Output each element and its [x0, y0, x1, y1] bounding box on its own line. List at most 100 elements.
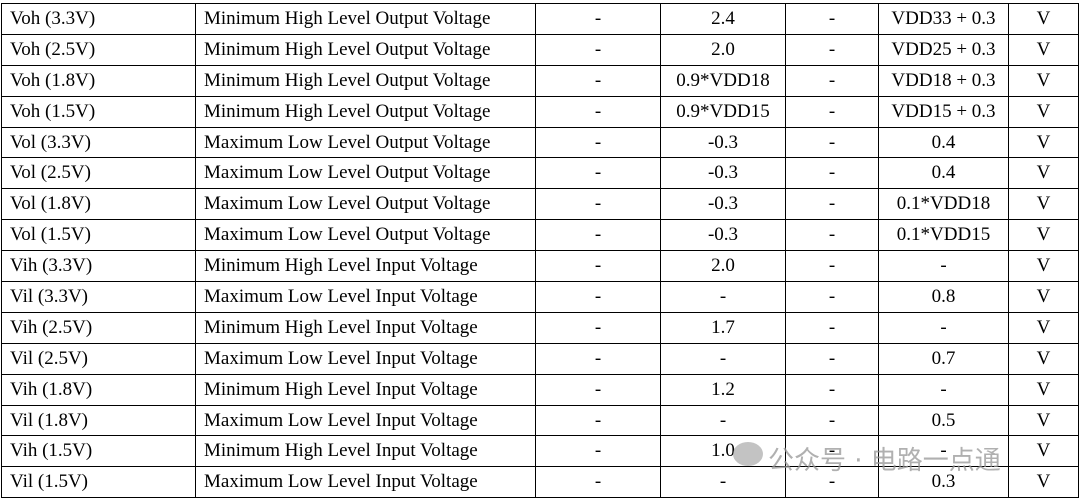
table-cell: -: [535, 157, 661, 190]
table-cell: Minimum High Level Output Voltage: [195, 3, 536, 35]
table-cell: Minimum High Level Input Voltage: [195, 373, 536, 406]
table-cell: V: [1008, 157, 1079, 190]
table-cell: Vih (2.5V): [1, 311, 196, 344]
table-row: Vol (2.5V) Maximum Low Level Output Volta…: [1, 157, 1079, 190]
table-cell: -: [535, 64, 661, 97]
table-cell: -: [785, 373, 879, 406]
table-cell: Vol (1.5V): [1, 219, 196, 252]
table-cell: Maximum Low Level Output Voltage: [195, 126, 536, 159]
table-cell: -: [878, 373, 1009, 406]
table-cell: V: [1008, 126, 1079, 159]
table-cell: -: [535, 3, 661, 35]
table-cell: -: [660, 404, 786, 437]
table-cell: Voh (1.8V): [1, 64, 196, 97]
table-cell: 2.0: [660, 33, 786, 66]
table-cell: Minimum High Level Input Voltage: [195, 250, 536, 283]
table-row: Voh (1.5V) Minimum High Level Output Volt…: [1, 95, 1079, 128]
table-cell: 2.4: [660, 3, 786, 35]
table-cell: -: [785, 281, 879, 313]
table-cell: V: [1008, 188, 1079, 221]
table-cell: V: [1008, 342, 1079, 375]
table-cell: V: [1008, 219, 1079, 252]
table-row: Vih (1.5V) Minimum High Level Input Volta…: [1, 435, 1079, 468]
table-cell: 0.4: [878, 157, 1009, 190]
table-cell: -0.3: [660, 219, 786, 252]
table-cell: -: [535, 404, 661, 437]
table-cell: VDD18 + 0.3: [878, 64, 1009, 97]
table-cell: V: [1008, 3, 1079, 35]
table-cell: 0.1*VDD15: [878, 219, 1009, 252]
table-cell: Vol (2.5V): [1, 157, 196, 190]
table-cell: -: [660, 466, 786, 499]
table-cell: -: [535, 311, 661, 344]
table-cell: -: [535, 435, 661, 468]
table-cell: VDD15 + 0.3: [878, 95, 1009, 128]
table-cell: -: [535, 373, 661, 406]
table-cell: -: [535, 281, 661, 313]
table-cell: -: [878, 250, 1009, 283]
table-cell: -: [535, 219, 661, 252]
table-cell: Voh (2.5V): [1, 33, 196, 66]
table-row: Vih (3.3V) Minimum High Level Input Volta…: [1, 250, 1079, 283]
table-row: Vil (3.3V) Maximum Low Level Input Voltag…: [1, 281, 1079, 313]
table-cell: -: [785, 404, 879, 437]
table-cell: -: [660, 281, 786, 313]
table-row: Vil (1.8V) Maximum Low Level Input Voltag…: [1, 404, 1079, 437]
table-cell: -: [535, 250, 661, 283]
table-cell: -: [535, 126, 661, 159]
table-cell: 0.4: [878, 126, 1009, 159]
table-cell: -: [785, 219, 879, 252]
table-cell: -: [535, 466, 661, 499]
table-cell: Maximum Low Level Input Voltage: [195, 281, 536, 313]
table-cell: -: [785, 95, 879, 128]
table-cell: V: [1008, 250, 1079, 283]
table-cell: Vil (2.5V): [1, 342, 196, 375]
table-cell: -: [785, 3, 879, 35]
table-cell: -: [785, 250, 879, 283]
table-cell: -: [785, 466, 879, 499]
table-cell: 1.7: [660, 311, 786, 344]
table-row: Vol (3.3V) Maximum Low Level Output Volta…: [1, 126, 1079, 159]
table-row: Vih (2.5V) Minimum High Level Input Volta…: [1, 311, 1079, 344]
table-cell: V: [1008, 281, 1079, 313]
table-cell: V: [1008, 33, 1079, 66]
table-cell: -: [785, 435, 879, 468]
table-cell: Maximum Low Level Input Voltage: [195, 342, 536, 375]
table-cell: 0.3: [878, 466, 1009, 499]
table-cell: Maximum Low Level Output Voltage: [195, 157, 536, 190]
table-cell: -: [785, 33, 879, 66]
table-cell: Maximum Low Level Input Voltage: [195, 466, 536, 499]
table-cell: -: [785, 188, 879, 221]
table-cell: 2.0: [660, 250, 786, 283]
table-cell: -: [535, 188, 661, 221]
table-cell: -: [660, 342, 786, 375]
table-row: Vil (2.5V) Maximum Low Level Input Voltag…: [1, 342, 1079, 375]
table-cell: Vil (3.3V): [1, 281, 196, 313]
table-cell: 0.9*VDD15: [660, 95, 786, 128]
table-row: Voh (3.3V) Minimum High Level Output Volt…: [1, 3, 1079, 35]
table-cell: Maximum Low Level Output Voltage: [195, 188, 536, 221]
table-cell: -: [785, 342, 879, 375]
table-cell: Vol (3.3V): [1, 126, 196, 159]
table-cell: -: [878, 311, 1009, 344]
table-cell: VDD33 + 0.3: [878, 3, 1009, 35]
table-cell: -: [785, 64, 879, 97]
table-cell: 0.8: [878, 281, 1009, 313]
spec-table: Voh (3.3V) Minimum High Level Output Volt…: [1, 3, 1079, 499]
table-row: Voh (1.8V) Minimum High Level Output Volt…: [1, 64, 1079, 97]
table-row: Vol (1.8V) Maximum Low Level Output Volta…: [1, 188, 1079, 221]
table-cell: 0.9*VDD18: [660, 64, 786, 97]
table-cell: 0.7: [878, 342, 1009, 375]
table-cell: Vil (1.5V): [1, 466, 196, 499]
table-cell: Minimum High Level Input Voltage: [195, 435, 536, 468]
table-cell: -0.3: [660, 157, 786, 190]
table-row: Vih (1.8V) Minimum High Level Input Volta…: [1, 373, 1079, 406]
table-row: Voh (2.5V) Minimum High Level Output Volt…: [1, 33, 1079, 66]
table-cell: -: [535, 342, 661, 375]
table-cell: Minimum High Level Output Voltage: [195, 33, 536, 66]
table-cell: Minimum High Level Input Voltage: [195, 311, 536, 344]
table-cell: Minimum High Level Output Voltage: [195, 95, 536, 128]
table-cell: Vih (1.5V): [1, 435, 196, 468]
table-cell: -: [785, 126, 879, 159]
